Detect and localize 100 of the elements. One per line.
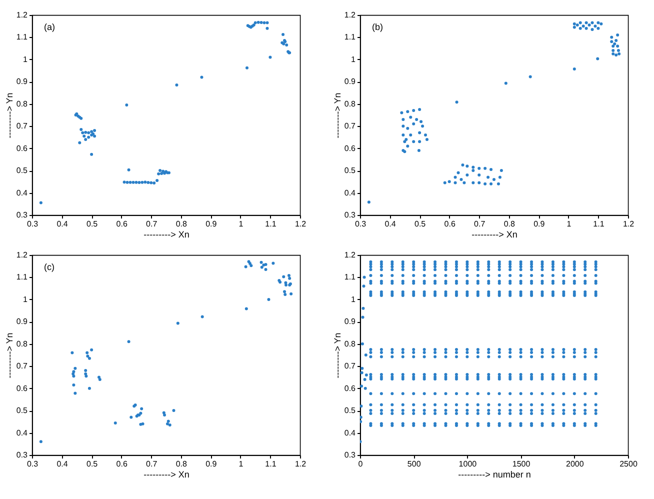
point: [519, 348, 522, 351]
point: [530, 260, 534, 264]
point: [401, 355, 404, 358]
x-tick-label: 1: [238, 220, 244, 228]
point: [390, 408, 394, 412]
point: [466, 373, 469, 376]
point: [434, 265, 437, 268]
y-axis-title: ---------> Yn: [4, 332, 14, 378]
y-tick-label: 0.5: [344, 406, 356, 416]
point: [390, 274, 394, 277]
point: [412, 351, 416, 354]
point: [540, 351, 544, 354]
point: [476, 355, 480, 358]
point: [498, 274, 501, 277]
point: [530, 348, 534, 351]
point: [508, 265, 512, 268]
y-tick-label: 0.7: [16, 122, 28, 131]
point: [401, 351, 404, 354]
point: [498, 265, 501, 268]
y-tick-label: 0.8: [16, 99, 28, 108]
point: [466, 355, 469, 358]
y-axis-title: ---------> Yn: [4, 92, 14, 138]
point: [390, 348, 394, 351]
point: [434, 403, 437, 406]
point: [444, 265, 448, 268]
point: [572, 412, 576, 415]
y-tick-label: 0.6: [16, 144, 28, 153]
y-tick-label: 1.1: [16, 32, 28, 42]
point: [476, 268, 480, 272]
x-tick-label: 0.7: [146, 220, 158, 228]
point: [422, 351, 426, 354]
y-tick-label: 0.3: [344, 450, 356, 460]
point: [594, 403, 598, 406]
point: [508, 351, 512, 354]
point: [476, 403, 480, 406]
y-tick-label: 1: [23, 54, 28, 64]
point: [551, 355, 554, 358]
point: [487, 262, 490, 266]
point: [584, 412, 587, 415]
point: [487, 403, 490, 406]
y-tick-label: 1.2: [16, 250, 28, 260]
y-tick-label: 1.1: [344, 32, 356, 42]
point: [519, 373, 522, 376]
x-tick-label: 2500: [620, 460, 638, 468]
x-axis-title: ---------> number n: [458, 470, 531, 480]
point: [519, 392, 522, 396]
point: [508, 355, 512, 358]
point: [454, 274, 458, 277]
x-axis-title: ---------> Xn: [472, 230, 518, 240]
point: [487, 351, 490, 354]
point: [390, 351, 394, 354]
point: [434, 412, 437, 415]
x-tick-label: 0.9: [206, 220, 218, 228]
point: [519, 351, 522, 354]
point: [454, 348, 458, 351]
x-axis-title: ---------> Xn: [144, 470, 190, 480]
x-tick-label: 0.7: [474, 220, 486, 228]
point: [530, 403, 534, 406]
point: [454, 265, 458, 268]
point: [562, 412, 566, 415]
point: [444, 355, 448, 358]
point: [584, 408, 587, 412]
point: [422, 268, 426, 272]
point: [508, 412, 512, 415]
x-tick-label: 2000: [566, 460, 584, 468]
point: [380, 274, 383, 277]
point: [454, 412, 458, 415]
x-tick-label: 1.1: [265, 460, 277, 468]
y-tick-label: 0.7: [16, 362, 28, 371]
x-tick-label: 1.2: [622, 220, 635, 228]
point: [434, 408, 437, 412]
point: [498, 403, 501, 406]
point: [422, 412, 426, 415]
point: [476, 412, 480, 415]
y-tick-label: 0.8: [344, 99, 356, 108]
point: [444, 351, 448, 354]
x-tick-label: 0.9: [534, 220, 546, 228]
point: [466, 392, 469, 396]
y-tick-label: 0.6: [344, 384, 356, 393]
point: [551, 392, 554, 396]
point: [412, 408, 416, 412]
point: [508, 373, 512, 376]
point: [519, 412, 522, 415]
y-tick-label: 1.1: [344, 272, 356, 282]
point: [498, 392, 501, 396]
point: [466, 268, 469, 272]
y-tick-label: 0.7: [344, 362, 356, 371]
point: [401, 348, 404, 351]
point: [594, 348, 598, 351]
point: [508, 348, 512, 351]
point: [487, 348, 490, 351]
point: [466, 265, 469, 268]
point: [572, 355, 576, 358]
y-tick-label: 0.6: [344, 144, 356, 153]
y-tick-label: 0.6: [16, 384, 28, 393]
point: [476, 274, 480, 277]
point: [380, 268, 383, 272]
point: [508, 392, 512, 396]
x-tick-label: 500: [407, 460, 422, 468]
x-tick-label: 1.2: [294, 220, 307, 228]
